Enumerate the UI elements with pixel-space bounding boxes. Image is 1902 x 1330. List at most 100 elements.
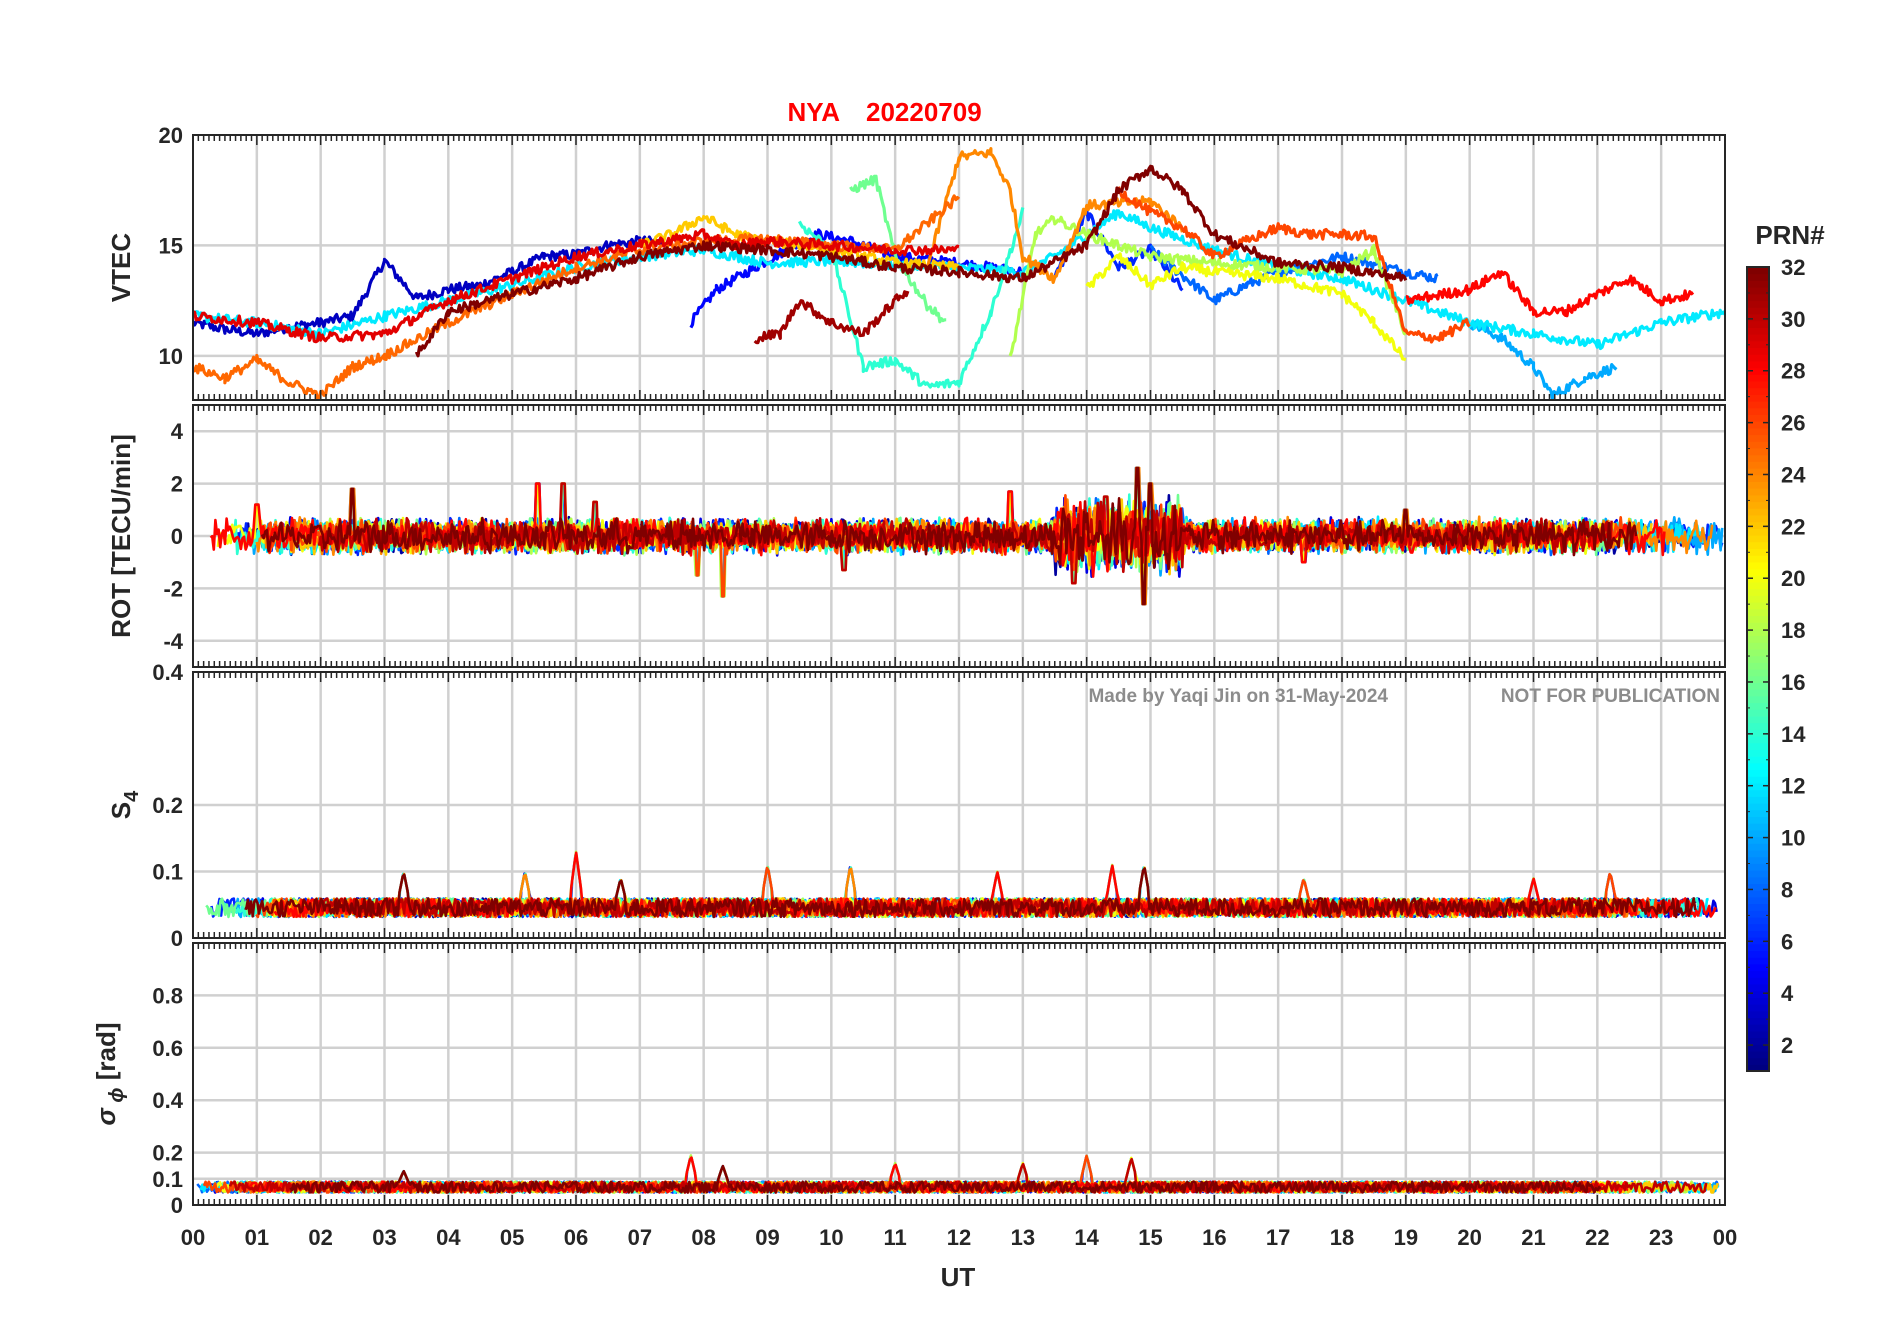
colorbar-segment <box>1747 709 1769 717</box>
colorbar-segment <box>1747 354 1769 362</box>
colorbar-segment <box>1747 836 1769 844</box>
x-tick-label: 05 <box>500 1225 524 1250</box>
y-axis-label: VTEC <box>106 233 136 303</box>
colorbar-segment <box>1747 441 1769 449</box>
vtec-series-prn-32 <box>414 164 1408 358</box>
vtec-series-prn-10 <box>1468 320 1618 400</box>
colorbar-segment <box>1747 421 1769 429</box>
colorbar-segment <box>1747 769 1769 777</box>
colorbar-tick-label: 26 <box>1781 411 1805 436</box>
colorbar-segment <box>1747 488 1769 496</box>
colorbar-segment <box>1747 568 1769 576</box>
rot-series-prn-32 <box>260 466 1638 606</box>
colorbar-segment <box>1747 461 1769 469</box>
x-tick-label: 14 <box>1074 1225 1099 1250</box>
colorbar-tick-label: 2 <box>1781 1033 1793 1058</box>
y-tick-label: 0.4 <box>152 660 183 685</box>
colorbar-segment <box>1747 648 1769 657</box>
colorbar-segment <box>1747 548 1769 556</box>
colorbar-segment <box>1747 762 1769 771</box>
colorbar-segment <box>1747 910 1769 918</box>
panel-data <box>196 1154 1720 1194</box>
colorbar-segment <box>1747 776 1769 784</box>
panel-border <box>192 942 1726 1206</box>
colorbar-segment <box>1747 595 1769 603</box>
colorbar-tick-label: 22 <box>1781 514 1805 539</box>
colorbar-segment <box>1747 782 1769 791</box>
panel-data <box>193 147 1725 400</box>
colorbar-segment <box>1747 347 1769 355</box>
colorbar-segment <box>1747 273 1769 281</box>
colorbar-segment <box>1747 916 1769 925</box>
colorbar-segment <box>1747 1004 1769 1012</box>
colorbar-segment <box>1747 1064 1769 1072</box>
colorbar-segment <box>1747 468 1769 476</box>
colorbar-segment <box>1747 675 1769 683</box>
colorbar-segment <box>1747 983 1769 992</box>
colorbar-tick-label: 20 <box>1781 566 1805 591</box>
colorbar-segment <box>1747 608 1769 616</box>
colorbar-segment <box>1747 307 1769 315</box>
colorbar-segment <box>1747 963 1769 972</box>
colorbar-segment <box>1747 682 1769 690</box>
vtec-series-prn-5 <box>689 228 1024 329</box>
colorbar-tick-label: 10 <box>1781 826 1805 851</box>
colorbar-segment <box>1747 923 1769 931</box>
colorbar-segment <box>1747 970 1769 978</box>
vtec-series-prn-20 <box>1085 252 1407 362</box>
x-tick-label: 00 <box>1713 1225 1737 1250</box>
colorbar-segment <box>1747 829 1769 838</box>
colorbar-segment <box>1747 575 1769 583</box>
colorbar-title: PRN# <box>1755 220 1825 250</box>
colorbar-segment <box>1747 756 1769 764</box>
colorbar-segment <box>1747 508 1769 516</box>
y-tick-label: -2 <box>163 576 183 601</box>
colorbar-segment <box>1747 521 1769 529</box>
colorbar-tick-label: 28 <box>1781 359 1805 384</box>
colorbar-segment <box>1747 394 1769 402</box>
colorbar-segment <box>1747 1037 1769 1045</box>
colorbar-segment <box>1747 313 1769 322</box>
colorbar-segment <box>1747 1010 1769 1018</box>
colorbar-segment <box>1747 856 1769 864</box>
y-axis-label: σ ϕ [rad] <box>91 1023 128 1126</box>
panel-border <box>192 671 1726 939</box>
colorbar-segment <box>1747 535 1769 543</box>
colorbar-segment <box>1747 494 1769 503</box>
colorbar-segment <box>1747 588 1769 596</box>
colorbar-segment <box>1747 427 1769 436</box>
colorbar-segment <box>1747 749 1769 757</box>
x-tick-label: 01 <box>245 1225 269 1250</box>
x-tick-label: 20 <box>1457 1225 1481 1250</box>
colorbar-segment <box>1747 930 1769 938</box>
colorbar-segment <box>1747 1017 1769 1025</box>
colorbar-segment <box>1747 997 1769 1005</box>
colorbar-segment <box>1747 803 1769 811</box>
colorbar-segment <box>1747 977 1769 985</box>
panel-data <box>205 850 1718 919</box>
colorbar-segment <box>1747 695 1769 704</box>
colorbar-tick-label: 6 <box>1781 929 1793 954</box>
x-tick-label: 22 <box>1585 1225 1609 1250</box>
colorbar-segment <box>1747 870 1769 878</box>
x-tick-label: 07 <box>628 1225 652 1250</box>
colorbar-segment <box>1747 327 1769 335</box>
colorbar-segment <box>1747 528 1769 536</box>
x-tick-label: 04 <box>436 1225 461 1250</box>
y-tick-label: 0.2 <box>152 1141 183 1166</box>
sigma_phi-series-prn-32 <box>289 1164 1602 1194</box>
colorbar-segment <box>1747 896 1769 905</box>
colorbar-segment <box>1747 628 1769 637</box>
x-tick-label: 11 <box>884 1225 907 1250</box>
colorbar-segment <box>1747 689 1769 697</box>
colorbar-segment <box>1747 635 1769 643</box>
y-axis-label: ROT [TECU/min] <box>106 434 136 638</box>
colorbar-segment <box>1747 320 1769 328</box>
panel-vtec: 10 15 20 VTEC <box>106 123 1726 401</box>
colorbar-segment <box>1747 454 1769 462</box>
colorbar-segment <box>1747 434 1769 442</box>
s4-series-prn-32 <box>244 867 1697 919</box>
y-tick-label: 0 <box>171 1193 183 1218</box>
colorbar-segment <box>1747 715 1769 724</box>
